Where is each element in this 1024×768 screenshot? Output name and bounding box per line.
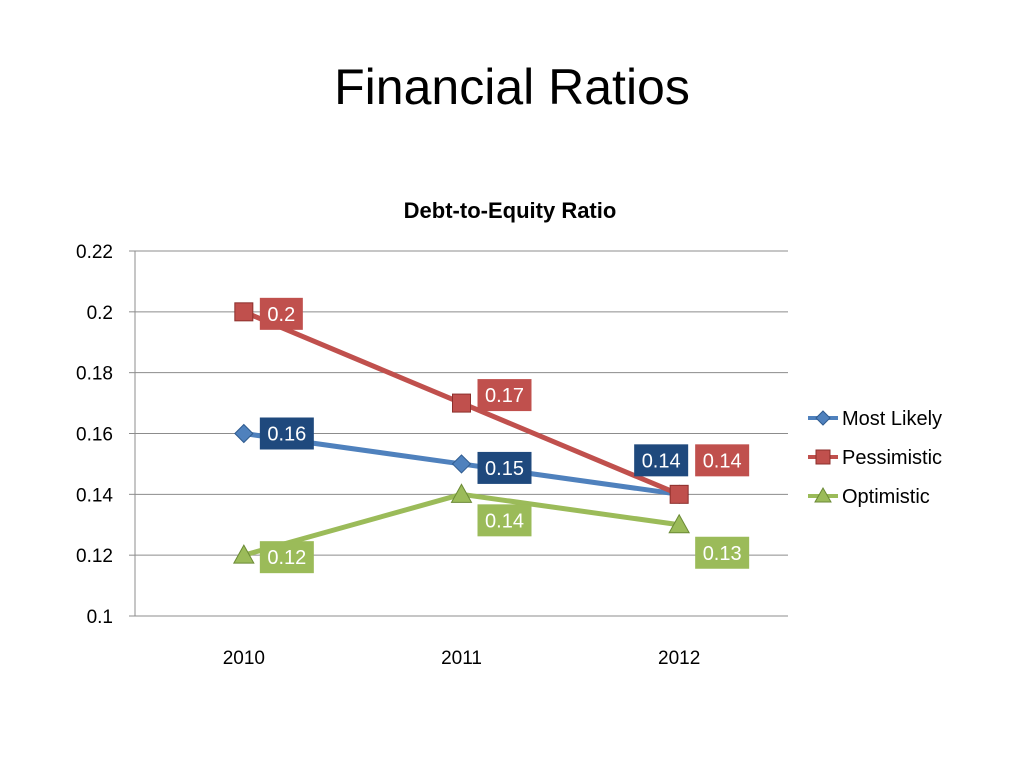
data-point [669, 484, 689, 504]
y-tick-label: 0.14 [76, 485, 113, 506]
data-label: 0.13 [703, 543, 742, 565]
y-tick-label: 0.16 [76, 425, 113, 446]
legend-item-label: Pessimistic [842, 447, 942, 469]
data-label: 0.12 [267, 547, 306, 569]
data-point [452, 393, 471, 413]
data-label-box [634, 444, 689, 477]
series-markers [232, 302, 691, 564]
y-tick-label: 0.2 [87, 303, 113, 324]
data-label: 0.14 [485, 510, 524, 532]
x-tick-label: 2012 [658, 648, 700, 669]
y-tick-label: 0.12 [76, 546, 113, 567]
data-label-box [477, 379, 532, 412]
data-label-box [259, 541, 314, 574]
chart-title: Debt-to-Equity Ratio [404, 198, 617, 223]
data-point [232, 544, 255, 564]
legend: Most Likely Pessimistic Optimistic [808, 408, 942, 508]
data-label-box [477, 451, 532, 484]
y-tick-label: 0.1 [87, 607, 113, 628]
data-label-box [695, 444, 750, 477]
data-point [814, 486, 832, 503]
legend-item-label: Most Likely [842, 408, 942, 430]
data-point [234, 423, 254, 444]
data-label: 0.16 [267, 424, 306, 446]
data-label: 0.14 [642, 450, 681, 472]
data-label-box [695, 536, 750, 569]
data-label: 0.2 [267, 304, 295, 326]
grid-lines [135, 250, 788, 617]
data-point [815, 449, 831, 465]
y-tick-label: 0.22 [76, 242, 113, 263]
data-label-box [259, 297, 303, 330]
data-point [234, 302, 254, 322]
x-tick-label: 2011 [441, 648, 482, 669]
data-point [450, 483, 473, 503]
legend-item-label: Optimistic [842, 486, 930, 508]
x-tick-label: 2010 [223, 648, 265, 669]
y-tick-label: 0.18 [76, 364, 113, 385]
data-point [668, 513, 691, 534]
data-point [451, 454, 472, 474]
data-label: 0.14 [703, 450, 742, 472]
data-labels: 0.16 0.15 0.14 0.2 0.17 0.14 0.12 0.14 0.13 [259, 297, 750, 574]
data-label: 0.15 [485, 458, 524, 480]
data-label-box [259, 417, 314, 450]
data-label-box [477, 504, 532, 537]
axes: 0.22 0.2 0.18 0.16 0.14 0.12 0.1 2010 2011 2012 [76, 242, 700, 669]
slide-title: Financial Ratios [334, 59, 690, 115]
data-point [815, 410, 831, 426]
data-label: 0.17 [485, 385, 524, 407]
